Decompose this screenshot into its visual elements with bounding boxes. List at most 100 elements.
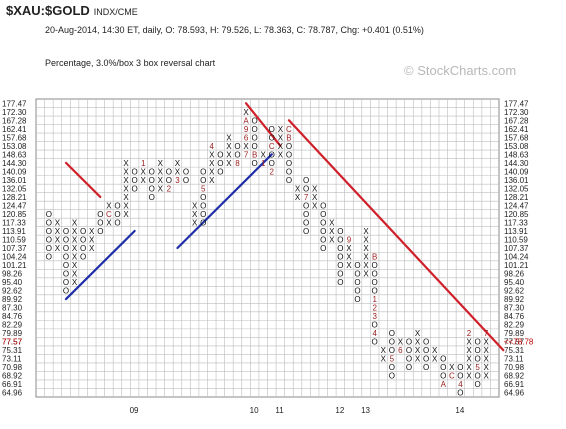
o-box: O — [63, 244, 69, 253]
y-tick-label-left: 66.91 — [2, 380, 23, 389]
x-box: X — [243, 108, 249, 117]
y-tick-label-right: 157.68 — [504, 133, 529, 142]
y-tick-label-left: 107.37 — [2, 244, 27, 253]
x-box: X — [192, 218, 198, 227]
o-box: O — [80, 227, 86, 236]
x-box: X — [398, 338, 404, 347]
y-tick-label-left: 84.76 — [2, 312, 23, 321]
o-box: O — [114, 210, 120, 219]
x-box: X — [226, 150, 232, 159]
o-box: O — [252, 116, 258, 125]
x-tick-label: 09 — [130, 406, 139, 415]
y-tick-label-right: 75.31 — [504, 346, 525, 355]
x-box: X — [226, 159, 232, 168]
o-box: O — [234, 142, 240, 151]
o-box: O — [337, 261, 343, 270]
o-box: O — [474, 380, 480, 389]
y-tick-label-left: 172.30 — [2, 108, 27, 117]
y-tick-label-left: 104.24 — [2, 253, 27, 262]
o-box: O — [474, 346, 480, 355]
o-box: O — [183, 176, 189, 185]
x-tick-label: 11 — [275, 406, 284, 415]
x-box: X — [72, 227, 78, 236]
month-marker: 4 — [458, 380, 463, 389]
y-tick-label-left: 68.92 — [2, 372, 23, 381]
o-box: O — [406, 363, 412, 372]
month-marker: 2 — [270, 167, 275, 176]
x-tick-label: 13 — [361, 406, 370, 415]
o-box: O — [372, 338, 378, 347]
month-marker: C — [269, 142, 275, 151]
o-box: O — [183, 167, 189, 176]
y-tick-label-right: 167.28 — [504, 116, 529, 125]
y-tick-label-right: 177.47 — [504, 99, 529, 108]
x-tick-label: 10 — [250, 406, 259, 415]
y-tick-label-left: 153.08 — [2, 142, 27, 151]
o-box: O — [286, 159, 292, 168]
y-tick-label-right: 140.09 — [504, 167, 529, 176]
o-box: O — [97, 227, 103, 236]
x-box: X — [295, 184, 301, 193]
o-box: O — [372, 261, 378, 270]
y-tick-label-right: 117.33 — [504, 218, 528, 227]
y-tick-label-left: 157.68 — [2, 133, 27, 142]
x-box: X — [261, 150, 267, 159]
o-box: O — [131, 176, 137, 185]
x-box: X — [346, 261, 352, 270]
y-tick-label-left: 136.01 — [2, 176, 27, 185]
y-tick-label-left: 70.98 — [2, 363, 23, 372]
month-marker: 9 — [347, 235, 352, 244]
o-box: O — [286, 167, 292, 176]
x-box: X — [466, 338, 472, 347]
x-box: X — [123, 159, 129, 168]
x-box: X — [466, 372, 472, 381]
y-tick-label-left: 148.63 — [2, 150, 27, 159]
o-box: O — [354, 278, 360, 287]
support-trend-line — [64, 229, 136, 301]
o-box: O — [303, 201, 309, 210]
month-marker: 9 — [244, 125, 249, 134]
x-box: X — [483, 363, 489, 372]
o-box: O — [200, 201, 206, 210]
y-tick-label-right: 70.98 — [504, 363, 525, 372]
x-tick-label: 12 — [335, 406, 344, 415]
o-box: O — [286, 176, 292, 185]
o-box: O — [440, 372, 446, 381]
o-box: O — [286, 142, 292, 151]
y-tick-label-right: 92.62 — [504, 287, 525, 296]
x-box: X — [55, 227, 61, 236]
y-tick-label-right: 153.08 — [504, 142, 529, 151]
x-box: X — [209, 159, 215, 168]
o-box: O — [320, 210, 326, 219]
x-box: X — [106, 218, 112, 227]
y-tick-label-right: 124.47 — [504, 201, 529, 210]
o-box: O — [457, 389, 463, 398]
o-box: O — [269, 125, 275, 134]
o-box: O — [286, 150, 292, 159]
x-box: X — [466, 363, 472, 372]
o-box: O — [457, 363, 463, 372]
y-tick-label-right: 104.24 — [504, 253, 529, 262]
chart-subtitle: Percentage, 3.0%/box 3 box reversal char… — [45, 58, 216, 68]
x-box: X — [329, 227, 335, 236]
o-box: O — [80, 244, 86, 253]
y-tick-label-left: 87.30 — [2, 304, 23, 313]
y-tick-label-right: 110.59 — [504, 235, 528, 244]
o-box: O — [406, 355, 412, 364]
y-tick-label-right: 66.91 — [504, 380, 525, 389]
o-box: O — [252, 142, 258, 151]
y-tick-label-left: 64.96 — [2, 389, 23, 398]
y-tick-label-right: 136.01 — [504, 176, 529, 185]
x-box: X — [123, 210, 129, 219]
x-box: X — [329, 218, 335, 227]
y-tick-label-right: 132.05 — [504, 184, 529, 193]
o-box: O — [46, 227, 52, 236]
support-trend-line — [176, 153, 273, 250]
y-tick-label-right: 77.57 — [504, 338, 525, 347]
x-box: X — [278, 125, 284, 134]
o-box: O — [252, 125, 258, 134]
o-box: O — [337, 270, 343, 279]
o-box: O — [303, 176, 309, 185]
x-box: X — [363, 253, 369, 262]
o-box: O — [474, 372, 480, 381]
